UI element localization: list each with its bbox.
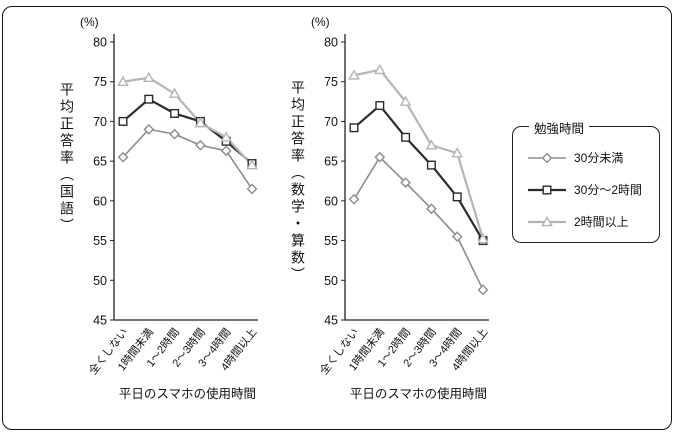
y-axis-label-math: 平均正答率（数学・算数） (290, 80, 306, 284)
chart-japanese: 45 50 55 60 65 70 75 80 (%) 全くしない 1時間未満 1〜2時間 2〜3時間 3… (52, 14, 268, 420)
svg-text:65: 65 (93, 155, 107, 169)
svg-text:60: 60 (93, 194, 107, 208)
square-marker-icon (527, 183, 567, 197)
svg-text:70: 70 (324, 115, 338, 129)
svg-text:75: 75 (324, 75, 338, 89)
svg-text:65: 65 (324, 155, 338, 169)
svg-text:80: 80 (324, 36, 338, 50)
svg-text:(%): (%) (311, 15, 330, 29)
triangle-marker-icon (527, 215, 567, 229)
svg-text:平日のスマホの使用時間: 平日のスマホの使用時間 (119, 386, 256, 401)
legend-label: 30分未満 (574, 151, 624, 165)
svg-text:45: 45 (93, 314, 107, 328)
legend-item: 2時間以上 (527, 213, 653, 230)
svg-text:80: 80 (93, 36, 107, 50)
legend: 勉強時間 30分未満 30分〜2時間 2時間以上 (512, 118, 660, 243)
y-axis-label-japanese: 平均正答率（国語） (59, 82, 75, 235)
svg-text:45: 45 (324, 314, 338, 328)
chart-japanese-canvas: 45 50 55 60 65 70 75 80 (%) 全くしない 1時間未満 1〜2時間 2〜3時間 3… (52, 14, 268, 411)
chart-math-canvas: 45 50 55 60 65 70 75 80 (%) 全くしない 1時間未満 1〜2時間 2〜3時間 3… (283, 14, 499, 411)
legend-item: 30分未満 (527, 149, 653, 166)
svg-text:60: 60 (324, 194, 338, 208)
svg-text:75: 75 (93, 75, 107, 89)
legend-label: 2時間以上 (574, 215, 629, 229)
svg-text:70: 70 (93, 115, 107, 129)
svg-text:平日のスマホの使用時間: 平日のスマホの使用時間 (350, 386, 487, 401)
svg-text:50: 50 (324, 274, 338, 288)
svg-text:55: 55 (93, 234, 107, 248)
chart-math: 45 50 55 60 65 70 75 80 (%) 全くしない 1時間未満 1〜2時間 2〜3時間 3… (283, 14, 499, 420)
legend-item: 30分〜2時間 (527, 181, 653, 198)
diamond-marker-icon (527, 151, 567, 165)
legend-label: 30分〜2時間 (574, 183, 643, 197)
svg-text:50: 50 (93, 274, 107, 288)
svg-text:(%): (%) (80, 15, 99, 29)
svg-text:55: 55 (324, 234, 338, 248)
legend-title: 勉強時間 (529, 118, 590, 137)
